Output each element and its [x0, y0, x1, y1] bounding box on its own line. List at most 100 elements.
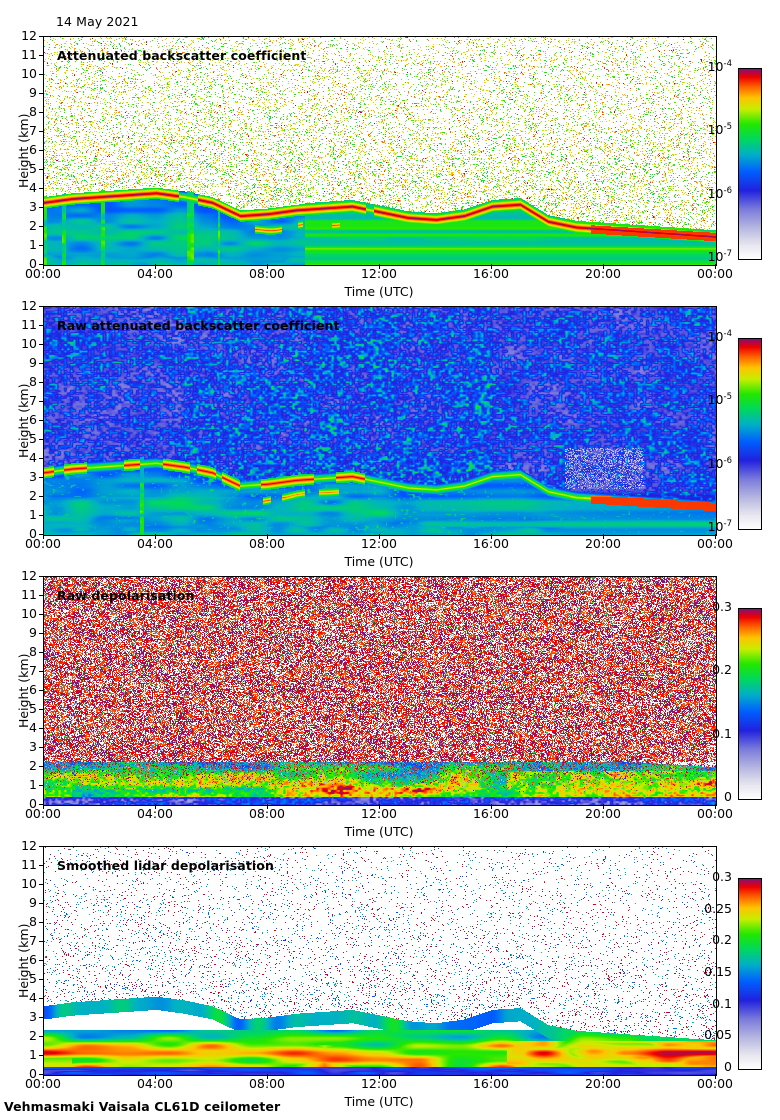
x-tick-mark: [603, 804, 604, 809]
y-tick-label: 12: [21, 838, 37, 853]
y-tick-label: 0: [29, 256, 37, 271]
y-tick-mark: [39, 515, 44, 516]
y-tick-mark: [39, 36, 44, 37]
y-tick-label: 7: [29, 663, 37, 678]
x-tick-label: 20:00: [584, 266, 622, 281]
y-tick-label: 2: [29, 758, 37, 773]
x-tick-label: 00:00: [696, 266, 734, 281]
y-tick-label: 3: [29, 469, 37, 484]
y-tick-mark: [39, 922, 44, 923]
colorbar-tick-label: 10-5: [707, 122, 732, 138]
y-tick-mark: [39, 401, 44, 402]
y-tick-label: 10: [21, 606, 37, 621]
y-tick-label: 10: [21, 336, 37, 351]
panel-title-3: Raw depolarisation: [57, 588, 195, 603]
x-tick-label: 00:00: [696, 806, 734, 821]
x-tick-mark: [715, 1074, 716, 1079]
y-tick-label: 2: [29, 1028, 37, 1043]
y-tick-label: 5: [29, 431, 37, 446]
x-axis-label-1: Time (UTC): [344, 284, 414, 299]
y-tick-mark: [39, 93, 44, 94]
colorbar-tick-label: 0: [724, 1059, 732, 1074]
x-tick-label: 04:00: [136, 266, 174, 281]
colorbar-tick-label: 0.1: [712, 725, 732, 741]
x-axis-label-2: Time (UTC): [344, 554, 414, 569]
y-tick-mark: [39, 576, 44, 577]
plot-area-2[interactable]: [43, 306, 717, 536]
y-tick-label: 12: [21, 298, 37, 313]
y-tick-label: 11: [21, 857, 37, 872]
y-axis-label-3: Height (km): [16, 653, 31, 728]
y-tick-label: 12: [21, 568, 37, 583]
y-tick-mark: [39, 846, 44, 847]
y-tick-label: 3: [29, 739, 37, 754]
y-tick-mark: [39, 245, 44, 246]
y-tick-mark: [39, 1055, 44, 1056]
heatmap-canvas-1: [44, 37, 716, 265]
plot-area-3[interactable]: [43, 576, 717, 806]
y-tick-mark: [39, 382, 44, 383]
x-tick-label: 08:00: [248, 806, 286, 821]
y-tick-mark: [39, 690, 44, 691]
colorbar-tick-label: 10-4: [707, 328, 732, 344]
y-tick-mark: [39, 728, 44, 729]
y-tick-label: 1: [29, 1047, 37, 1062]
x-tick-label: 16:00: [472, 806, 510, 821]
y-tick-mark: [39, 614, 44, 615]
x-tick-label: 20:00: [584, 1076, 622, 1091]
y-tick-mark: [39, 1074, 44, 1075]
colorbar-tick-label: 0.15: [704, 964, 732, 979]
plot-area-1[interactable]: [43, 36, 717, 266]
y-tick-mark: [39, 420, 44, 421]
plot-area-4[interactable]: [43, 846, 717, 1076]
y-tick-label: 8: [29, 104, 37, 119]
colorbar-tick-label: 0.2: [712, 932, 732, 948]
y-tick-mark: [39, 903, 44, 904]
date-label: 14 May 2021: [56, 14, 139, 29]
y-tick-label: 7: [29, 123, 37, 138]
panel-title-4: Smoothed lidar depolarisation: [57, 858, 274, 873]
colorbar-tick-label: 0.3: [712, 869, 732, 884]
x-tick-mark: [379, 534, 380, 539]
y-tick-label: 1: [29, 777, 37, 792]
y-tick-mark: [39, 226, 44, 227]
colorbar-tick-label: 0.2: [712, 662, 732, 678]
y-tick-mark: [39, 264, 44, 265]
x-axis-label-4: Time (UTC): [344, 1094, 414, 1109]
y-tick-label: 8: [29, 374, 37, 389]
x-tick-mark: [267, 1074, 268, 1079]
y-tick-label: 4: [29, 990, 37, 1005]
y-tick-mark: [39, 941, 44, 942]
y-tick-label: 9: [29, 625, 37, 640]
y-tick-mark: [39, 458, 44, 459]
y-tick-mark: [39, 785, 44, 786]
y-tick-label: 1: [29, 237, 37, 252]
y-tick-mark: [39, 766, 44, 767]
y-tick-label: 4: [29, 450, 37, 465]
colorbar-2: [738, 338, 762, 530]
colorbar-1: [738, 68, 762, 260]
colorbar-tick-label: 10-7: [707, 518, 732, 534]
x-tick-label: 00:00: [24, 536, 62, 551]
colorbar-tick-label: 10-4: [707, 58, 732, 74]
y-axis-label-2: Height (km): [16, 383, 31, 458]
y-tick-mark: [39, 884, 44, 885]
y-tick-label: 4: [29, 180, 37, 195]
colorbar-4: [738, 878, 762, 1070]
panel-title-1: Attenuated backscatter coefficient: [57, 48, 307, 63]
y-tick-label: 0: [29, 1066, 37, 1081]
y-tick-label: 3: [29, 1009, 37, 1024]
y-tick-mark: [39, 363, 44, 364]
x-tick-label: 12:00: [360, 536, 398, 551]
y-tick-mark: [39, 112, 44, 113]
x-tick-mark: [491, 534, 492, 539]
y-tick-label: 11: [21, 47, 37, 62]
y-tick-label: 8: [29, 914, 37, 929]
colorbar-3: [738, 608, 762, 800]
x-tick-label: 16:00: [472, 266, 510, 281]
y-tick-mark: [39, 477, 44, 478]
x-tick-label: 00:00: [696, 536, 734, 551]
y-tick-mark: [39, 188, 44, 189]
y-tick-mark: [39, 150, 44, 151]
instrument-footer-label: Vehmasmaki Vaisala CL61D ceilometer: [4, 1099, 281, 1114]
